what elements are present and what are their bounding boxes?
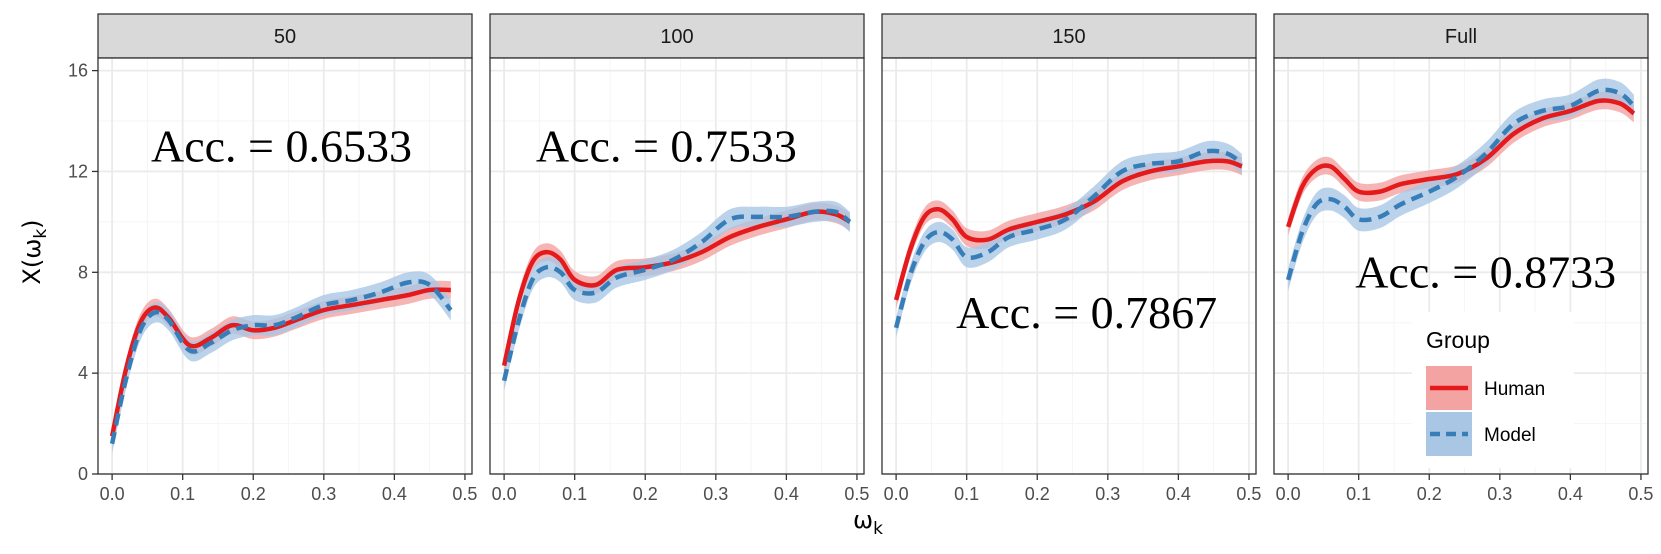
accuracy-annotation: Acc. = 0.7867 — [956, 287, 1217, 338]
x-tick-label: 0.3 — [703, 484, 728, 504]
x-tick-label: 0.5 — [452, 484, 477, 504]
y-axis-title-sub: k — [31, 229, 51, 239]
x-tick-label: 0.0 — [492, 484, 517, 504]
x-tick-label: 0.4 — [1166, 484, 1191, 504]
legend-title: Group — [1426, 327, 1490, 353]
facet-strip-label: 50 — [274, 26, 296, 48]
facet-panel-4: Full Acc. = 0.8733 0.0 0.1 0.2 0.3 0.4 0.5 — [1273, 13, 1653, 504]
y-tick-label: 8 — [78, 262, 88, 282]
x-tick-label: 0.0 — [100, 484, 125, 504]
confidence-band-model — [1288, 78, 1634, 292]
series-line-model — [501, 208, 852, 382]
y-tick-label: 16 — [68, 61, 88, 81]
panel-border — [1273, 57, 1649, 475]
y-axis-title-main: X(ω — [18, 239, 46, 285]
confidence-band-human — [112, 280, 451, 446]
x-axis-title: ωk — [853, 506, 883, 539]
facet-strip-label: 100 — [660, 26, 693, 48]
x-tick-label: 0.3 — [1487, 484, 1512, 504]
facet-panel-3: 150 Acc. = 0.7867 0.0 0.1 0.2 0.3 0.4 0.5 — [881, 13, 1261, 504]
legend-label-human: Human — [1484, 379, 1545, 400]
y-tick-label: 0 — [78, 464, 88, 484]
panel-border — [489, 57, 865, 475]
series-line-human — [893, 158, 1243, 301]
x-tick-label: 0.3 — [1095, 484, 1120, 504]
facet-panel-1: 50 Acc. = 0.6533 0.0 0.1 0.2 0.3 0.4 0.5 — [97, 13, 477, 504]
x-tick-label: 0.0 — [1276, 484, 1301, 504]
x-tick-label: 0.4 — [382, 484, 407, 504]
facet-panel-2: 100 Acc. = 0.7533 0.0 0.1 0.2 0.3 0.4 0.5 — [489, 13, 869, 504]
x-tick-label: 0.2 — [241, 484, 266, 504]
x-tick-label: 0.4 — [774, 484, 799, 504]
y-axis: 0 4 8 12 16 — [68, 61, 98, 484]
facet-strip — [489, 13, 865, 59]
x-tick-label: 0.5 — [1236, 484, 1261, 504]
panel-border — [97, 57, 473, 475]
x-axis-title-sub: k — [873, 519, 883, 539]
confidence-band-model — [112, 271, 451, 454]
x-tick-label: 0.5 — [1628, 484, 1653, 504]
legend: Group Human Model — [1412, 312, 1574, 468]
facet-strip-label: 150 — [1052, 26, 1085, 48]
x-tick-label: 0.2 — [1025, 484, 1050, 504]
x-tick-label: 0.4 — [1558, 484, 1583, 504]
x-tick-label: 0.1 — [170, 484, 195, 504]
y-tick-label: 12 — [68, 161, 88, 181]
x-axis-title-main: ω — [853, 506, 873, 534]
facet-panels: 50 Acc. = 0.6533 0.0 0.1 0.2 0.3 0.4 0.5 100 Acc.… — [97, 13, 1653, 504]
series-line-model — [1285, 87, 1636, 281]
x-tick-label: 0.5 — [844, 484, 869, 504]
x-tick-label: 0.1 — [1346, 484, 1371, 504]
facet-strip — [881, 13, 1257, 59]
legend-label-model: Model — [1484, 425, 1536, 446]
series-line-model — [109, 279, 453, 445]
x-tick-label: 0.1 — [954, 484, 979, 504]
accuracy-annotation: Acc. = 0.7533 — [536, 120, 797, 171]
accuracy-annotation: Acc. = 0.6533 — [151, 120, 412, 171]
y-axis-title-close: ) — [18, 219, 46, 228]
confidence-band-human — [1288, 91, 1634, 236]
x-tick-label: 0.2 — [1417, 484, 1442, 504]
accuracy-annotation: Acc. = 0.8733 — [1355, 246, 1616, 297]
x-tick-label: 0.3 — [311, 484, 336, 504]
confidence-band-human — [896, 151, 1242, 309]
panel-border — [881, 57, 1257, 475]
y-axis-title: X(ωk) — [18, 219, 51, 284]
facet-strip — [97, 13, 473, 59]
confidence-band-model — [504, 200, 850, 391]
x-tick-label: 0.2 — [633, 484, 658, 504]
x-tick-label: 0.1 — [562, 484, 587, 504]
series-line-human — [1285, 98, 1636, 228]
series-line-model — [893, 148, 1244, 329]
plot-background — [98, 58, 472, 474]
series-line-human — [109, 287, 451, 437]
y-tick-label: 4 — [78, 363, 88, 383]
x-tick-label: 0.0 — [884, 484, 909, 504]
plot-background — [882, 58, 1256, 474]
facet-strip-label: Full — [1445, 26, 1477, 48]
